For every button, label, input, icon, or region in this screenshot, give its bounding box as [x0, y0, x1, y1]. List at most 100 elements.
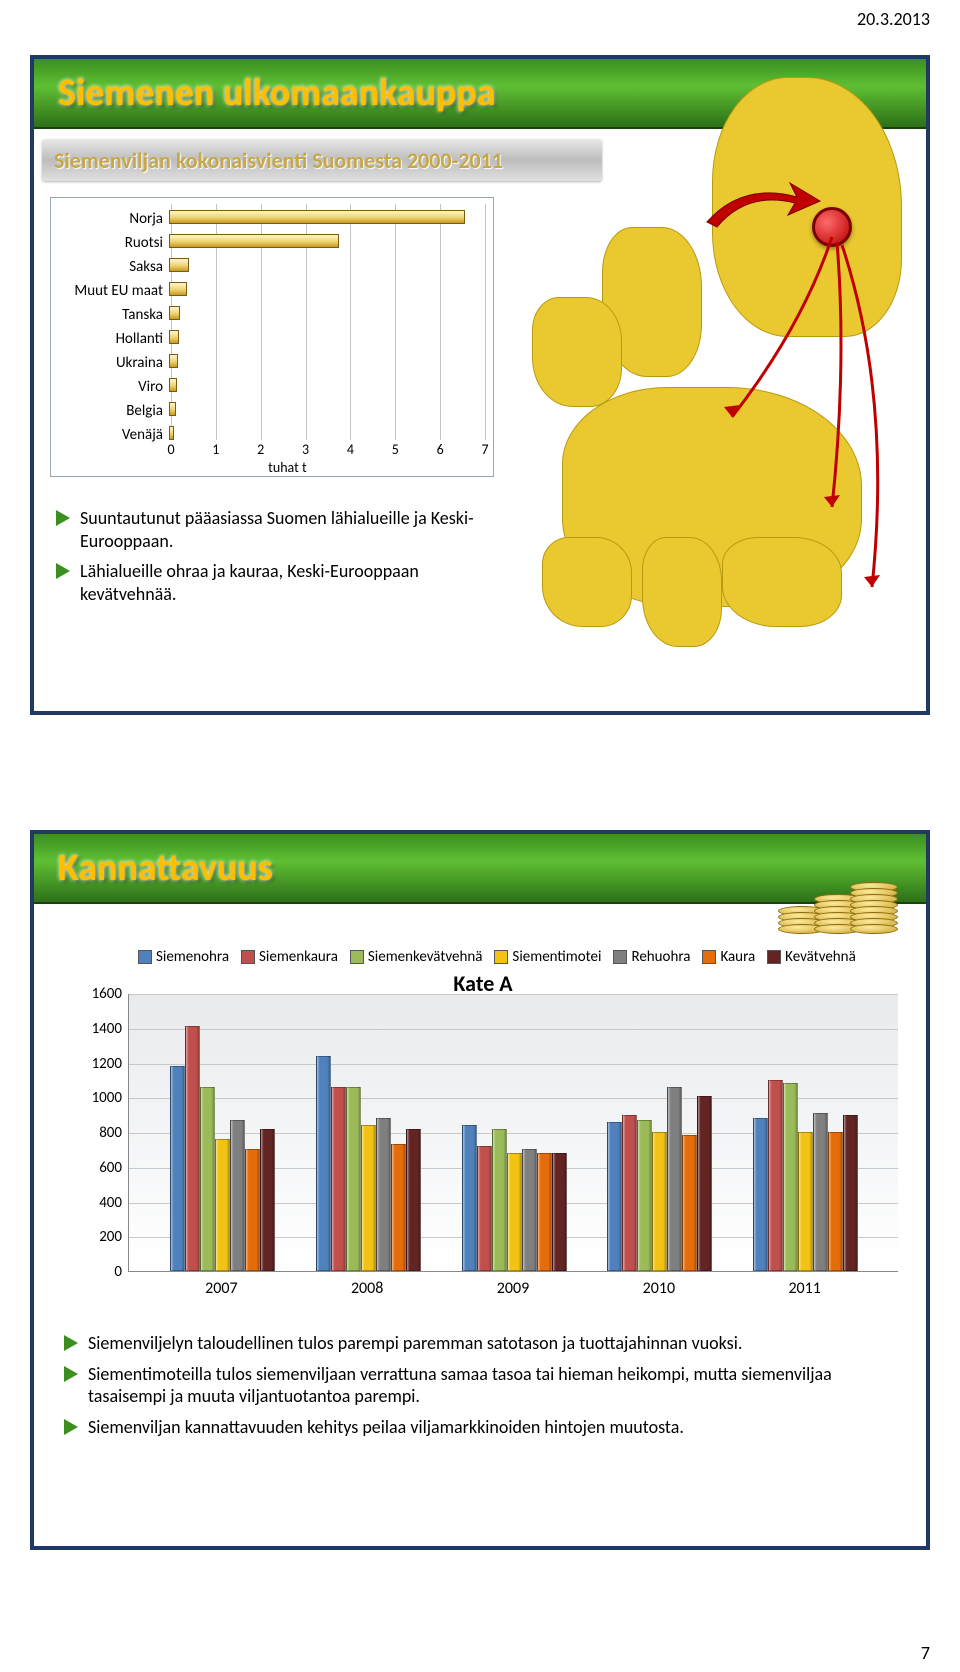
bar-group [607, 1087, 712, 1271]
y-tick-label: 800 [76, 1124, 122, 1142]
hbar-category-label: Venäjä [51, 426, 169, 444]
x-tick-label: 2007 [205, 1279, 237, 1298]
bar [828, 1132, 843, 1271]
y-tick-label: 600 [76, 1159, 122, 1177]
hbar-category-label: Tanska [51, 306, 169, 324]
bar-group [462, 1125, 567, 1271]
legend-item: Kevätvehnä [767, 948, 856, 966]
slide-export-trade: Siemenen ulkomaankauppa Siemenviljan kok… [30, 55, 930, 715]
bar [783, 1083, 798, 1271]
y-tick-label: 0 [76, 1263, 122, 1281]
hbar-bar [169, 282, 187, 296]
hbar-row: Ukraina [51, 350, 493, 376]
bar [170, 1066, 185, 1271]
bar [753, 1118, 768, 1271]
bullet-arrow-icon [64, 1335, 78, 1351]
legend-item: Siemenkaura [241, 948, 338, 966]
note-item: Siementimoteilla tulos siemenviljaan ver… [64, 1363, 894, 1408]
hbar-bar [169, 306, 180, 320]
bar [316, 1056, 331, 1271]
bullet-arrow-icon [56, 510, 70, 526]
bar [230, 1120, 245, 1271]
y-tick-label: 400 [76, 1194, 122, 1212]
bullet-arrow-icon [56, 563, 70, 579]
hbar-category-label: Belgia [51, 402, 169, 420]
hbar-bar [169, 378, 177, 392]
hbar-category-label: Muut EU maat [51, 282, 169, 300]
bar [667, 1087, 682, 1271]
bar [346, 1087, 361, 1271]
legend-label: Kevätvehnä [785, 948, 856, 966]
hbar-category-label: Ruotsi [51, 234, 169, 252]
hbar-bar [169, 426, 174, 440]
bar-group [753, 1080, 858, 1271]
hbar-category-label: Norja [51, 210, 169, 228]
note-item: Lähialueille ohraa ja kauraa, Keski-Euro… [56, 560, 486, 605]
y-tick-label: 1400 [76, 1020, 122, 1038]
legend-label: Siemenkaura [259, 948, 338, 966]
note-item: Siemenviljan kannattavuuden kehitys peil… [64, 1416, 894, 1439]
bar-group [316, 1056, 421, 1271]
gridline [129, 994, 898, 995]
bar [697, 1096, 712, 1271]
coins-icon [778, 844, 908, 934]
legend-label: Siemenkevätvehnä [368, 948, 483, 966]
hbar-category-label: Hollanti [51, 330, 169, 348]
x-axis-label: tuhat t [268, 459, 307, 476]
legend-swatch-icon [767, 950, 781, 964]
bar-group [170, 1026, 275, 1271]
doc-date: 20.3.2013 [857, 8, 930, 30]
bar [813, 1113, 828, 1271]
legend-swatch-icon [494, 950, 508, 964]
bar [768, 1080, 783, 1271]
legend-item: Siemenohra [138, 948, 229, 966]
chart-legend: Siemenohra Siemenkaura Siemenkevätvehnä Sie… [138, 948, 856, 966]
legend-label: Rehuohra [631, 948, 690, 966]
slide1-subtitle: Siemenviljan kokonaisvienti Suomesta 200… [54, 147, 503, 174]
legend-swatch-icon [350, 950, 364, 964]
legend-item: Siementimotei [494, 948, 601, 966]
export-hbar-chart: 01234567tuhat tNorjaRuotsiSaksaMuut EU m… [50, 197, 494, 477]
slide1-title: Siemenen ulkomaankauppa [58, 70, 496, 116]
hbar-row: Muut EU maat [51, 278, 493, 304]
hbar-row: Venäjä [51, 422, 493, 448]
legend-item: Siemenkevätvehnä [350, 948, 483, 966]
slide-profitability: Kannattavuus SiemenohraSiemenkauraSiemen… [30, 830, 930, 1550]
hbar-bar [169, 354, 178, 368]
bar [200, 1087, 215, 1271]
bar [215, 1139, 230, 1271]
slide1-notes: Suuntautunut pääasiassa Suomen lähialuei… [56, 499, 486, 613]
legend-swatch-icon [138, 950, 152, 964]
bar [331, 1087, 346, 1271]
bar [522, 1149, 537, 1271]
bar [537, 1153, 552, 1271]
hbar-row: Hollanti [51, 326, 493, 352]
legend-label: Siementimotei [512, 948, 601, 966]
note-text: Suuntautunut pääasiassa Suomen lähialuei… [80, 507, 486, 552]
bar [507, 1153, 522, 1271]
hbar-bar [169, 258, 189, 272]
note-text: Siementimoteilla tulos siemenviljaan ver… [88, 1363, 894, 1408]
bar [260, 1129, 275, 1271]
page-number: 7 [921, 1642, 930, 1664]
bar [492, 1129, 507, 1271]
hbar-bar [169, 330, 179, 344]
hbar-row: Saksa [51, 254, 493, 280]
europe-map [502, 67, 924, 657]
note-item: Siemenviljelyn taloudellinen tulos parem… [64, 1332, 894, 1355]
note-text: Siemenviljan kannattavuuden kehitys peil… [88, 1416, 684, 1439]
x-tick-label: 2008 [351, 1279, 383, 1298]
hbar-row: Ruotsi [51, 230, 493, 256]
slide2-title: Kannattavuus [58, 845, 273, 891]
bullet-arrow-icon [64, 1366, 78, 1382]
bar [843, 1115, 858, 1271]
hbar-row: Tanska [51, 302, 493, 328]
hbar-bar [169, 234, 339, 248]
bar [462, 1125, 477, 1271]
hbar-row: Viro [51, 374, 493, 400]
hbar-bar [169, 402, 176, 416]
hbar-category-label: Viro [51, 378, 169, 396]
hbar-bar [169, 210, 465, 224]
note-text: Lähialueille ohraa ja kauraa, Keski-Euro… [80, 560, 486, 605]
bar [361, 1125, 376, 1271]
